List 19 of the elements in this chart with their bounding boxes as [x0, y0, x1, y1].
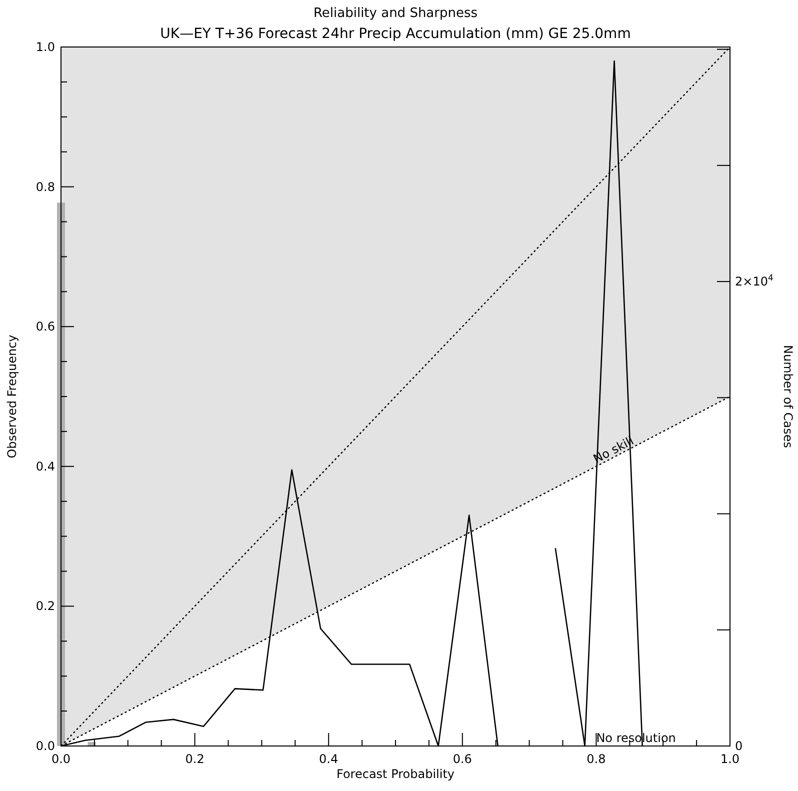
x-tick-label: 1.0	[720, 752, 740, 766]
chart-subtitle: UK—EY T+36 Forecast 24hr Precip Accumulation (mm) GE 25.0mm	[160, 26, 631, 42]
y-tick-label: 0.6	[36, 320, 55, 334]
x-tick-label: 0.4	[319, 752, 338, 766]
y-tick-label: 0.8	[36, 180, 55, 194]
y-tick-label: 1.0	[36, 40, 55, 54]
x-tick-label: 0.8	[586, 752, 606, 766]
x-axis-title: Forecast Probability	[336, 767, 455, 781]
x-tick-label: 0.0	[51, 752, 71, 766]
chart-title: Reliability and Sharpness	[313, 6, 478, 21]
y-tick-label: 0.0	[36, 739, 55, 753]
x-tick-label: 0.2	[185, 752, 204, 766]
y-axis-title: Observed Frequency	[5, 334, 19, 458]
x-tick-label: 0.6	[452, 752, 472, 766]
y2-axis-title: Number of Cases	[781, 344, 795, 448]
y2-tick-label: 2×10$^{4}$	[735, 272, 774, 289]
y-tick-label: 0.4	[36, 459, 55, 474]
y-tick-label: 0.2	[36, 599, 55, 614]
y2-tick-label: 0	[735, 739, 743, 753]
